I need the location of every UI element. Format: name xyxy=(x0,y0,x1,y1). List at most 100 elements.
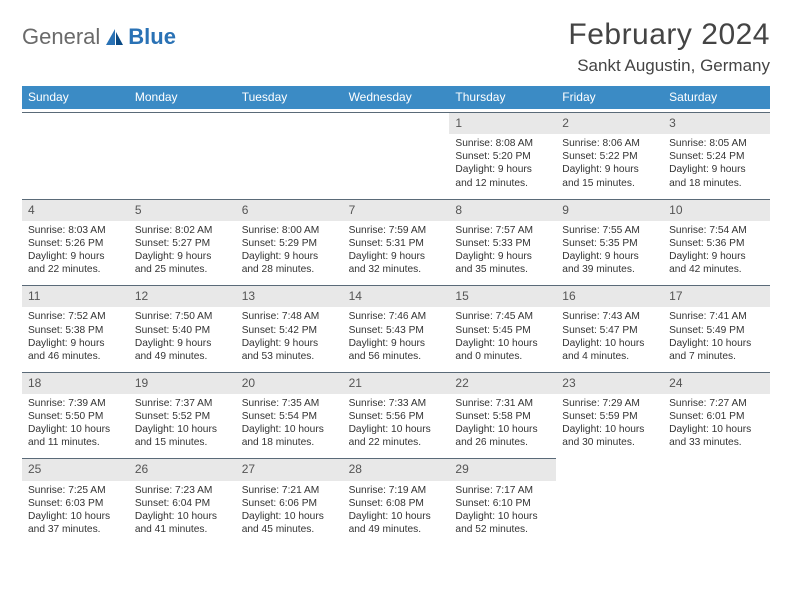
day-cell: 27Sunrise: 7:21 AMSunset: 6:06 PMDayligh… xyxy=(236,455,343,542)
daylight-line-2: and 45 minutes. xyxy=(242,523,337,536)
day-number: 12 xyxy=(135,289,148,303)
sunrise-line: Sunrise: 7:21 AM xyxy=(242,484,337,497)
month-title: February 2024 xyxy=(568,18,770,52)
day-cell: 10Sunrise: 7:54 AMSunset: 5:36 PMDayligh… xyxy=(663,196,770,283)
day-number: 3 xyxy=(669,116,676,130)
day-cell xyxy=(343,109,450,196)
day-cell xyxy=(236,109,343,196)
sunrise-line: Sunrise: 7:37 AM xyxy=(135,397,230,410)
day-number: 6 xyxy=(242,203,249,217)
daylight-line-1: Daylight: 10 hours xyxy=(242,423,337,436)
sunset-line: Sunset: 5:33 PM xyxy=(455,237,550,250)
daynum-bar: 3 xyxy=(663,112,770,134)
day-number: 28 xyxy=(349,462,362,476)
day-cell: 22Sunrise: 7:31 AMSunset: 5:58 PMDayligh… xyxy=(449,369,556,456)
daynum-bar: 22 xyxy=(449,372,556,394)
sunrise-line: Sunrise: 7:43 AM xyxy=(562,310,657,323)
sunset-line: Sunset: 5:56 PM xyxy=(349,410,444,423)
daynum-bar: 17 xyxy=(663,285,770,307)
day-cell: 1Sunrise: 8:08 AMSunset: 5:20 PMDaylight… xyxy=(449,109,556,196)
sunset-line: Sunset: 6:01 PM xyxy=(669,410,764,423)
daynum-bar: 15 xyxy=(449,285,556,307)
daylight-line-2: and 49 minutes. xyxy=(135,350,230,363)
day-number: 23 xyxy=(562,376,575,390)
sunrise-line: Sunrise: 7:50 AM xyxy=(135,310,230,323)
calendar: SundayMondayTuesdayWednesdayThursdayFrid… xyxy=(22,86,770,542)
daynum-bar: 14 xyxy=(343,285,450,307)
week-row: 1Sunrise: 8:08 AMSunset: 5:20 PMDaylight… xyxy=(22,109,770,196)
sunset-line: Sunset: 6:08 PM xyxy=(349,497,444,510)
sunset-line: Sunset: 5:45 PM xyxy=(455,324,550,337)
sunset-line: Sunset: 5:29 PM xyxy=(242,237,337,250)
logo-text-blue: Blue xyxy=(128,24,176,50)
sunset-line: Sunset: 5:27 PM xyxy=(135,237,230,250)
dow-cell: Wednesday xyxy=(343,86,450,109)
day-number: 9 xyxy=(562,203,569,217)
day-cell: 6Sunrise: 8:00 AMSunset: 5:29 PMDaylight… xyxy=(236,196,343,283)
sunset-line: Sunset: 5:22 PM xyxy=(562,150,657,163)
daylight-line-2: and 56 minutes. xyxy=(349,350,444,363)
logo: General Blue xyxy=(22,18,176,50)
day-cell: 24Sunrise: 7:27 AMSunset: 6:01 PMDayligh… xyxy=(663,369,770,456)
sunrise-line: Sunrise: 7:33 AM xyxy=(349,397,444,410)
daylight-line-1: Daylight: 10 hours xyxy=(135,510,230,523)
daylight-line-2: and 18 minutes. xyxy=(242,436,337,449)
sunrise-line: Sunrise: 7:45 AM xyxy=(455,310,550,323)
day-number: 21 xyxy=(349,376,362,390)
daylight-line-1: Daylight: 10 hours xyxy=(349,510,444,523)
daynum-bar: 4 xyxy=(22,199,129,221)
daylight-line-1: Daylight: 10 hours xyxy=(242,510,337,523)
sunset-line: Sunset: 5:20 PM xyxy=(455,150,550,163)
daylight-line-1: Daylight: 9 hours xyxy=(349,250,444,263)
sunrise-line: Sunrise: 7:39 AM xyxy=(28,397,123,410)
sunset-line: Sunset: 5:49 PM xyxy=(669,324,764,337)
daylight-line-2: and 12 minutes. xyxy=(455,177,550,190)
daylight-line-2: and 32 minutes. xyxy=(349,263,444,276)
sunset-line: Sunset: 5:40 PM xyxy=(135,324,230,337)
day-cell: 19Sunrise: 7:37 AMSunset: 5:52 PMDayligh… xyxy=(129,369,236,456)
daylight-line-1: Daylight: 10 hours xyxy=(669,423,764,436)
daylight-line-1: Daylight: 9 hours xyxy=(135,250,230,263)
day-cell: 17Sunrise: 7:41 AMSunset: 5:49 PMDayligh… xyxy=(663,282,770,369)
daylight-line-2: and 15 minutes. xyxy=(135,436,230,449)
daynum-bar: 6 xyxy=(236,199,343,221)
sunset-line: Sunset: 5:38 PM xyxy=(28,324,123,337)
title-block: February 2024 Sankt Augustin, Germany xyxy=(568,18,770,76)
daylight-line-1: Daylight: 9 hours xyxy=(135,337,230,350)
day-number: 5 xyxy=(135,203,142,217)
daylight-line-2: and 33 minutes. xyxy=(669,436,764,449)
sunset-line: Sunset: 5:31 PM xyxy=(349,237,444,250)
day-cell: 11Sunrise: 7:52 AMSunset: 5:38 PMDayligh… xyxy=(22,282,129,369)
empty-daynum-bar xyxy=(236,112,343,130)
sunrise-line: Sunrise: 7:17 AM xyxy=(455,484,550,497)
sunset-line: Sunset: 6:03 PM xyxy=(28,497,123,510)
dow-cell: Monday xyxy=(129,86,236,109)
daylight-line-2: and 28 minutes. xyxy=(242,263,337,276)
sunset-line: Sunset: 5:47 PM xyxy=(562,324,657,337)
day-number: 22 xyxy=(455,376,468,390)
day-number: 1 xyxy=(455,116,462,130)
day-number: 20 xyxy=(242,376,255,390)
daylight-line-2: and 52 minutes. xyxy=(455,523,550,536)
daylight-line-1: Daylight: 10 hours xyxy=(28,510,123,523)
daylight-line-1: Daylight: 10 hours xyxy=(28,423,123,436)
daylight-line-2: and 53 minutes. xyxy=(242,350,337,363)
header: General Blue February 2024 Sankt Augusti… xyxy=(22,18,770,76)
daylight-line-2: and 7 minutes. xyxy=(669,350,764,363)
day-cell xyxy=(129,109,236,196)
day-number: 4 xyxy=(28,203,35,217)
sunset-line: Sunset: 5:43 PM xyxy=(349,324,444,337)
sunrise-line: Sunrise: 8:00 AM xyxy=(242,224,337,237)
daynum-bar: 2 xyxy=(556,112,663,134)
daynum-bar: 5 xyxy=(129,199,236,221)
daynum-bar: 11 xyxy=(22,285,129,307)
day-number: 29 xyxy=(455,462,468,476)
day-number: 19 xyxy=(135,376,148,390)
sunrise-line: Sunrise: 7:59 AM xyxy=(349,224,444,237)
sunrise-line: Sunrise: 8:06 AM xyxy=(562,137,657,150)
day-cell: 23Sunrise: 7:29 AMSunset: 5:59 PMDayligh… xyxy=(556,369,663,456)
daynum-bar: 9 xyxy=(556,199,663,221)
daylight-line-1: Daylight: 10 hours xyxy=(669,337,764,350)
day-number: 18 xyxy=(28,376,41,390)
daylight-line-1: Daylight: 10 hours xyxy=(135,423,230,436)
